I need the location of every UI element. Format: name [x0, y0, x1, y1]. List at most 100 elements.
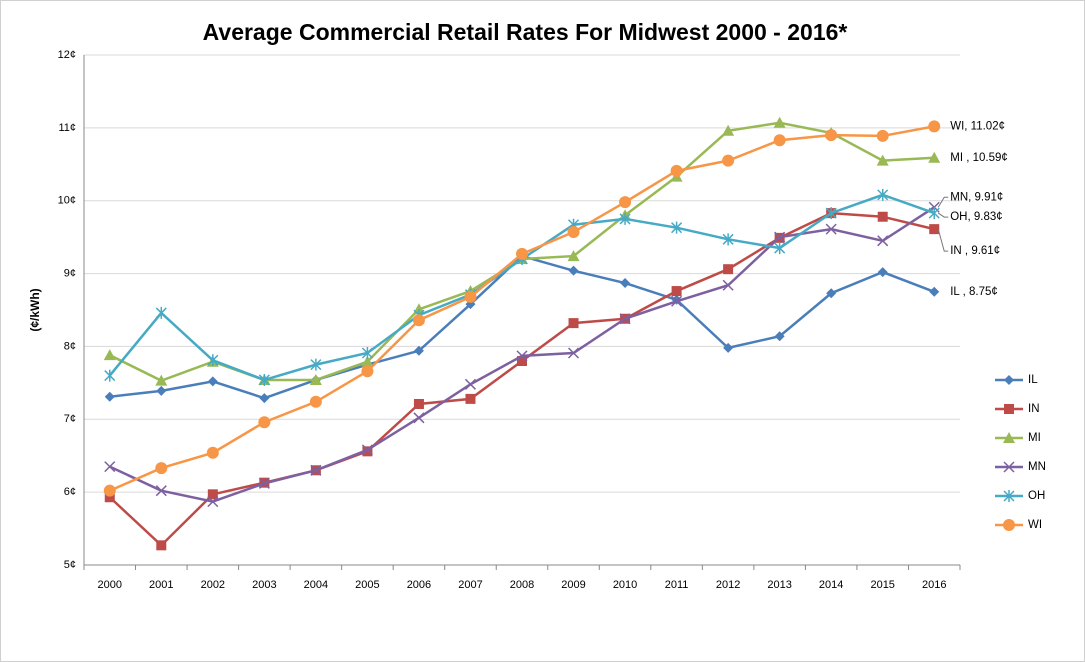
marker — [156, 385, 167, 396]
x-tick-label: 2008 — [510, 579, 534, 591]
data-label: OH, 9.83¢ — [950, 211, 1002, 223]
x-tick-label: 2002 — [201, 579, 225, 591]
marker — [825, 207, 837, 220]
y-tick-label: 8¢ — [64, 340, 76, 352]
marker — [929, 286, 940, 297]
data-label: IL , 8.75¢ — [950, 286, 998, 298]
x-tick-label: 2014 — [819, 579, 843, 591]
marker — [876, 129, 889, 142]
marker — [413, 398, 424, 409]
y-tick-label: 11¢ — [58, 122, 76, 134]
legend-label: IN — [1028, 403, 1040, 415]
marker — [722, 279, 734, 291]
marker — [206, 446, 219, 459]
marker — [620, 278, 631, 289]
marker — [258, 373, 270, 386]
marker — [516, 247, 528, 260]
x-tick-label: 2010 — [613, 579, 637, 591]
x-tick-label: 2006 — [407, 579, 431, 591]
marker — [155, 462, 168, 475]
marker — [207, 489, 218, 500]
marker — [929, 224, 940, 235]
marker — [825, 129, 838, 142]
marker — [773, 134, 786, 147]
marker — [1004, 404, 1014, 414]
marker — [207, 496, 219, 508]
data-label: MN, 9.91¢ — [950, 191, 1003, 203]
chart-title: Average Commercial Retail Rates For Midw… — [203, 19, 848, 45]
series: WI, 11.02¢ — [103, 120, 1005, 497]
marker — [928, 207, 940, 220]
marker — [464, 290, 477, 303]
marker — [465, 393, 476, 404]
legend-label: MI — [1028, 432, 1041, 444]
marker — [671, 286, 682, 297]
data-label: MI , 10.59¢ — [950, 152, 1008, 164]
x-tick-label: 2005 — [355, 579, 379, 591]
marker — [567, 226, 580, 239]
x-tick-label: 2003 — [252, 579, 276, 591]
marker — [619, 212, 631, 225]
series: MN, 9.91¢ — [104, 191, 1003, 508]
marker — [207, 376, 218, 387]
y-axis-label: (¢/kWh) — [28, 288, 42, 331]
marker — [723, 264, 734, 275]
marker — [259, 393, 270, 404]
marker — [412, 314, 425, 327]
x-tick-label: 2011 — [665, 579, 689, 591]
series: IN , 9.61¢ — [104, 208, 1000, 551]
marker — [309, 373, 322, 385]
marker — [155, 485, 167, 497]
marker — [309, 395, 322, 408]
marker — [103, 484, 116, 497]
marker — [104, 391, 115, 402]
marker — [258, 477, 270, 489]
marker — [774, 331, 785, 342]
x-tick-label: 2009 — [561, 579, 585, 591]
marker — [567, 250, 580, 262]
x-tick-label: 2016 — [922, 579, 946, 591]
legend-label: MN — [1028, 461, 1046, 473]
x-tick-label: 2013 — [767, 579, 791, 591]
y-tick-label: 5¢ — [64, 559, 76, 571]
y-tick-label: 7¢ — [64, 413, 76, 425]
marker — [516, 350, 528, 362]
marker — [464, 378, 477, 390]
marker — [1003, 432, 1015, 443]
marker — [1003, 490, 1015, 502]
marker — [310, 358, 322, 371]
marker — [877, 188, 889, 201]
marker — [517, 356, 527, 366]
marker — [156, 540, 167, 551]
y-tick-label: 6¢ — [64, 486, 76, 498]
marker — [568, 265, 579, 276]
marker — [207, 354, 219, 367]
marker — [258, 416, 271, 429]
x-tick-label: 2001 — [149, 579, 173, 591]
marker — [155, 374, 168, 386]
marker — [722, 233, 734, 246]
marker — [876, 154, 889, 166]
marker — [928, 120, 941, 133]
marker — [413, 345, 424, 356]
marker — [774, 231, 786, 243]
marker — [1003, 519, 1015, 531]
marker — [825, 223, 837, 235]
marker — [103, 349, 116, 361]
marker — [722, 124, 735, 136]
marker — [722, 154, 735, 167]
marker — [619, 313, 631, 325]
marker — [567, 347, 580, 359]
marker — [104, 369, 116, 382]
marker — [310, 464, 322, 476]
marker — [361, 365, 374, 378]
marker — [826, 288, 837, 299]
marker — [670, 164, 683, 177]
x-tick-label: 2012 — [716, 579, 740, 591]
marker — [362, 446, 373, 457]
marker — [361, 346, 373, 359]
x-tick-label: 2000 — [98, 579, 122, 591]
marker — [877, 235, 889, 247]
